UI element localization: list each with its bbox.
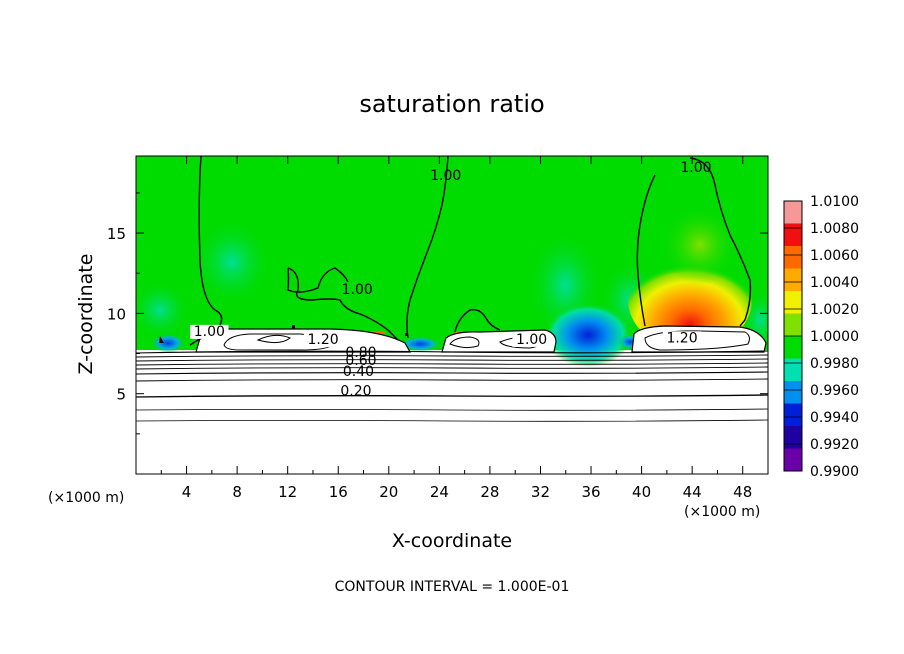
colorbar-label: 1.0060: [810, 248, 859, 264]
contour-label: 1.00: [680, 160, 711, 176]
x-tick-label: 36: [581, 483, 600, 501]
x-tick-label: 28: [480, 483, 499, 501]
x-tick-label: 16: [329, 483, 348, 501]
colorbar-label: 0.9900: [810, 464, 859, 480]
x-tick-label: 20: [379, 483, 398, 501]
x-tick-label: 44: [683, 483, 702, 501]
colorbar-swatch: [784, 223, 802, 247]
field-dry-region: [150, 333, 186, 353]
contour-label: 0.80: [345, 345, 376, 361]
colorbar-swatch: [784, 426, 802, 449]
contour-label-bg: [190, 324, 229, 339]
colorbar-swatch: [784, 336, 802, 359]
colorbar-swatch: [784, 313, 802, 337]
x-axis-unit: (×1000 m): [48, 490, 124, 506]
y-axis-label: Z-coordinate: [75, 254, 97, 375]
x-axis: 4 8 12 16 20 24 28 32 36 40 44 48: [160, 156, 752, 501]
contour-label: 1.00: [430, 168, 461, 184]
contour-1-20: [256, 334, 291, 344]
contour-1-20: [449, 336, 480, 349]
y-axis: 5 10 15: [107, 192, 768, 435]
colorbar-label: 1.0100: [810, 194, 859, 210]
contour-label: 0.20: [340, 383, 371, 399]
y-tick-label: 15: [107, 225, 126, 243]
contour-label-bg: [512, 332, 551, 347]
contour-label: 1.00: [516, 332, 547, 348]
x-tick-label: 8: [232, 483, 242, 501]
chart-title: saturation ratio: [359, 90, 544, 118]
colorbar-swatch: [784, 291, 802, 314]
colorbar-label: 0.9920: [810, 437, 859, 453]
colorbar-swatch: [784, 403, 802, 427]
x-axis-unit-right: (×1000 m): [684, 504, 760, 520]
contour-labels: 1.00 1.00 1.00 1.00 1.00 1.20 1.20 0.800.600.40…: [190, 160, 712, 399]
colorbar-swatch: [784, 268, 802, 292]
field-dry-region: [398, 336, 442, 352]
colorbar-swatch: [784, 358, 802, 382]
colorbar-label: 1.0020: [810, 302, 859, 318]
contour-interval-note: CONTOUR INTERVAL = 1.000E-01: [335, 579, 570, 595]
x-axis-label: X-coordinate: [392, 530, 512, 552]
colorbar-swatch: [784, 246, 802, 269]
x-tick-label: 12: [278, 483, 297, 501]
colorbar-swatch: [784, 448, 802, 472]
x-tick-label: 4: [182, 483, 192, 501]
contour-label-bg: [662, 331, 702, 346]
y-tick-label: 5: [116, 386, 126, 404]
colorbar-label: 0.9980: [810, 356, 859, 372]
y-tick-label: 10: [107, 305, 126, 323]
contour-label: 1.20: [307, 332, 338, 348]
plot-area: [136, 156, 768, 474]
x-tick-label: 32: [531, 483, 550, 501]
colorbar-label: 0.9960: [810, 383, 859, 399]
contour-label: 1.20: [666, 330, 697, 346]
contour-label-bg: [303, 332, 343, 347]
contour-label: 1.00: [342, 282, 373, 298]
x-tick-label: 40: [632, 483, 651, 501]
colorbar-swatch: [784, 201, 802, 224]
contour-label: 0.60: [345, 353, 376, 369]
colorbar-label: 1.0040: [810, 275, 859, 291]
field-dry-region: [544, 303, 632, 367]
colorbar-label: 1.0080: [810, 221, 859, 237]
lower-contours: [136, 350, 768, 422]
colorbar-label: 1.0000: [810, 329, 859, 345]
x-tick-label: 24: [430, 483, 449, 501]
colorbar-label: 0.9940: [810, 410, 859, 426]
plot-frame: [135, 155, 769, 475]
small-dark-marks: [159, 325, 408, 343]
contour-label: 1.00: [194, 324, 225, 340]
colorbar: 1.0100 1.0080 1.0060 1.0040 1.0020 1.0000 0.99…: [783, 194, 859, 480]
field-teal-patch: [192, 218, 272, 306]
contour-1-20: [644, 330, 750, 351]
contour-label: 0.40: [343, 364, 374, 380]
x-tick-label: 48: [733, 483, 752, 501]
colorbar-swatch: [784, 381, 802, 404]
field-slight-supersaturation: [660, 205, 740, 285]
contour-1-00: [189, 156, 752, 346]
field-teal-patch: [136, 280, 190, 340]
